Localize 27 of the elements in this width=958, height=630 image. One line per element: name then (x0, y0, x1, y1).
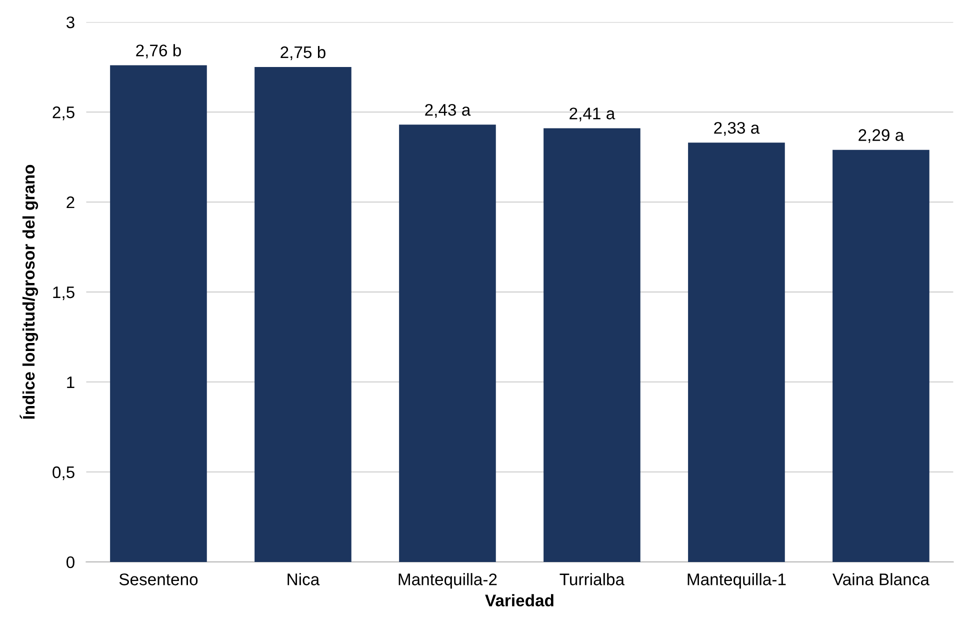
y-axis-title: Índice longitud/grosor del grano (20, 164, 38, 419)
bar (688, 142, 785, 562)
x-tick-label: Sesenteno (119, 574, 198, 586)
data-label: 2,76 b (136, 44, 181, 58)
data-label: 2,29 a (858, 129, 904, 143)
bar (110, 65, 207, 562)
data-label: 2,75 b (280, 46, 326, 60)
data-label: 2,41 a (570, 108, 616, 122)
x-tick-label: Mantequilla-2 (398, 573, 497, 589)
y-tick-label: 3 (66, 16, 74, 28)
bar (254, 67, 352, 562)
bar (544, 128, 640, 562)
x-tick-label: Turrialba (560, 573, 625, 586)
x-tick-label: Nica (288, 573, 320, 586)
bar (399, 124, 496, 562)
y-tick-label: 0 (66, 556, 74, 568)
x-tick-label: Vaina Blanca (832, 573, 930, 586)
y-tick-label: 0,5 (52, 466, 74, 480)
y-tick-label: 1,5 (53, 286, 74, 300)
y-tick-label: 1 (67, 376, 74, 388)
data-label: 2,43 a (425, 104, 471, 118)
x-axis-title: Variedad (485, 594, 554, 606)
y-tick-label: 2,5 (52, 106, 74, 120)
x-tick-label: Mantequilla-1 (688, 573, 786, 589)
bar (832, 150, 930, 562)
data-label: 2,33 a (714, 122, 760, 136)
y-tick-label: 2 (66, 196, 74, 208)
